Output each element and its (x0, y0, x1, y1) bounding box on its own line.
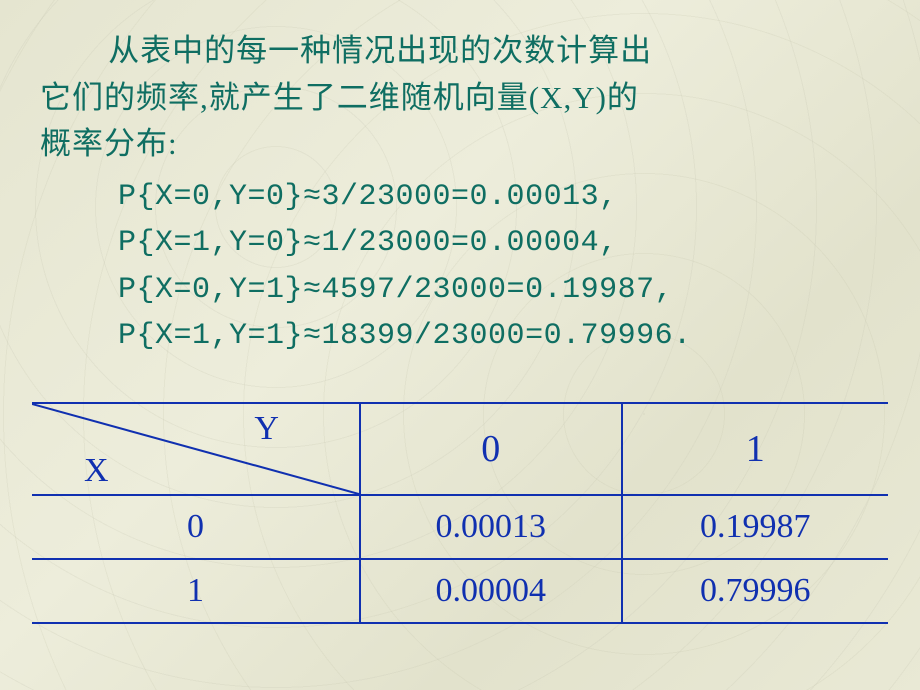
equation-4: P{X=1,Y=1}≈18399/23000=0.79996. (118, 313, 880, 360)
table-row: 0 0.00013 0.19987 (32, 495, 888, 559)
col-header-0: 0 (360, 403, 622, 495)
equation-3: P{X=0,Y=1}≈4597/23000=0.19987, (118, 267, 880, 314)
table-header-row: Y X 0 1 (32, 403, 888, 495)
cell-0-0: 0.00013 (360, 495, 622, 559)
diag-row-label: X (84, 452, 109, 490)
equation-block: P{X=0,Y=0}≈3/23000=0.00013, P{X=1,Y=0}≈1… (118, 174, 880, 360)
para-line1: 从表中的每一种情况出现的次数计算出 (108, 33, 652, 68)
cell-1-0: 0.00004 (360, 559, 622, 623)
para-line3: 概率分布: (40, 126, 178, 161)
row-header-0: 0 (32, 495, 360, 559)
equation-1: P{X=0,Y=0}≈3/23000=0.00013, (118, 174, 880, 221)
col-header-1: 1 (622, 403, 889, 495)
equation-2: P{X=1,Y=0}≈1/23000=0.00004, (118, 220, 880, 267)
table-diag-cell: Y X (32, 403, 360, 495)
diagonal-line-icon (32, 404, 359, 494)
row-header-1: 1 (32, 559, 360, 623)
diag-col-label: Y (254, 410, 279, 448)
table-row: 1 0.00004 0.79996 (32, 559, 888, 623)
probability-table: Y X 0 1 0 0.00013 0.19987 1 0.00004 0.79… (32, 402, 888, 624)
cell-0-1: 0.19987 (622, 495, 889, 559)
intro-paragraph: 从表中的每一种情况出现的次数计算出 它们的频率,就产生了二维随机向量(X,Y)的… (40, 28, 880, 168)
para-line2: 它们的频率,就产生了二维随机向量(X,Y)的 (40, 80, 639, 115)
cell-1-1: 0.79996 (622, 559, 889, 623)
